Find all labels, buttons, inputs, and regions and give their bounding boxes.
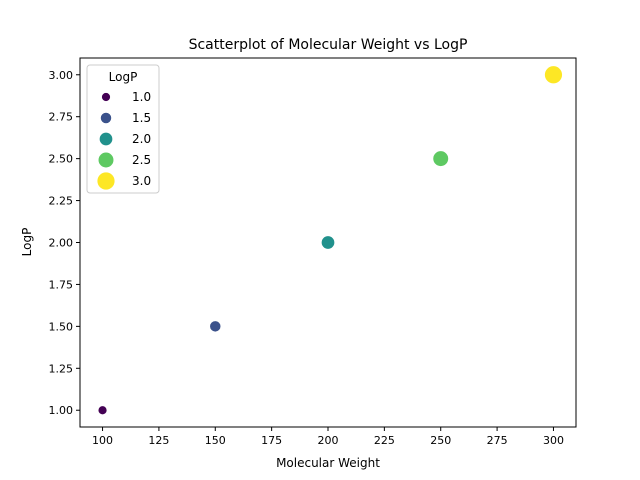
y-tick-label: 2.00	[49, 237, 74, 250]
y-tick-label: 2.75	[49, 111, 74, 124]
y-tick-label: 1.00	[49, 404, 74, 417]
x-tick-label: 125	[148, 434, 169, 447]
x-tick-label: 200	[318, 434, 339, 447]
y-tick-label: 2.25	[49, 195, 74, 208]
x-axis-label: Molecular Weight	[276, 456, 380, 470]
x-tick-label: 300	[543, 434, 564, 447]
legend-marker	[101, 92, 111, 102]
legend-label: 1.0	[132, 90, 151, 104]
legend-label: 1.5	[132, 111, 151, 125]
x-tick-label: 100	[92, 434, 113, 447]
x-tick-label: 150	[205, 434, 226, 447]
legend-title: LogP	[109, 70, 138, 84]
y-axis-label: LogP	[20, 228, 34, 257]
data-point	[97, 405, 108, 416]
y-tick-label: 1.50	[49, 320, 74, 333]
legend-marker	[98, 131, 114, 147]
y-tick-label: 1.25	[49, 362, 74, 375]
legend-label: 2.0	[132, 132, 151, 146]
x-axis-ticks: 100 125 150 175 200 225 250 275 300	[92, 427, 564, 447]
y-tick-label: 1.75	[49, 278, 74, 291]
x-tick-label: 175	[261, 434, 282, 447]
legend-label: 3.0	[132, 174, 151, 188]
y-axis-ticks: 1.00 1.25 1.50 1.75 2.00 2.25 2.50 2.75 3.00	[49, 69, 80, 417]
chart-title: Scatterplot of Molecular Weight vs LogP	[189, 37, 468, 53]
x-tick-label: 275	[487, 434, 508, 447]
data-point	[320, 235, 336, 250]
legend: LogP 1.0 1.5 2.0 2.5 3.0	[86, 64, 160, 194]
data-point	[432, 150, 450, 167]
data-points	[97, 65, 563, 416]
y-tick-label: 3.00	[49, 69, 74, 82]
legend-marker	[96, 171, 116, 191]
legend-entries: 1.0 1.5 2.0 2.5 3.0	[96, 90, 151, 191]
data-point	[209, 320, 222, 333]
x-tick-label: 250	[430, 434, 451, 447]
data-point	[544, 65, 563, 85]
x-tick-label: 225	[374, 434, 395, 447]
legend-label: 2.5	[132, 153, 151, 167]
legend-marker	[99, 111, 113, 125]
legend-marker	[97, 151, 115, 169]
y-tick-label: 2.50	[49, 153, 74, 166]
